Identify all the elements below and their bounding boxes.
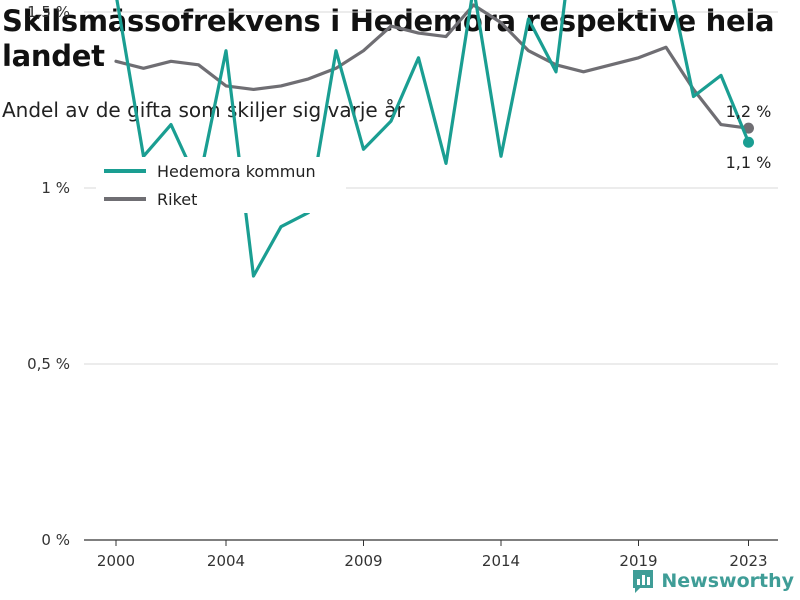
end-point-marker [743, 122, 754, 134]
brand-name: Newsworthy [661, 570, 794, 592]
series-line-0 [115, 0, 751, 278]
x-tick-label: 2019 [619, 552, 657, 570]
chart-title: Skilsmässofrekvens i Hedemora respektive… [2, 4, 775, 73]
legend-background [96, 157, 346, 213]
gridlines [84, 11, 778, 541]
y-axis-ticks: 0 %0,5 %1 %1,5 %2 % [27, 3, 70, 549]
x-tick-label: 2004 [207, 552, 245, 570]
y-tick-label: 1,5 % [27, 3, 70, 21]
x-tick-label: 2000 [97, 552, 135, 570]
series-lines [114, 0, 754, 278]
end-label-hedemora: 1,1 % [726, 153, 772, 172]
chart-subtitle: Andel av de gifta som skiljer sig varje … [2, 98, 405, 122]
y-tick-label: 0,5 % [27, 355, 70, 373]
legend-label: Hedemora kommun [157, 162, 316, 181]
end-point-marker [743, 136, 754, 148]
y-tick-label: 1 % [41, 179, 70, 197]
brand-logo: Newsworthy [631, 568, 794, 594]
x-tick-label: 2023 [729, 552, 767, 570]
x-axis-ticks: 2000 2004 2009 2014 2019 2023 [97, 540, 768, 570]
series-line-1 [114, 3, 751, 130]
legend: Hedemora kommun Riket [96, 157, 346, 213]
y-tick-label: 0 % [41, 531, 70, 549]
bar-chart-logo-icon [633, 570, 654, 593]
legend-label: Riket [157, 190, 197, 209]
end-label-riket: 1,2 % [726, 102, 772, 121]
x-tick-label: 2014 [482, 552, 520, 570]
end-labels: 1,2 % 1,1 % [726, 102, 772, 172]
x-tick-label: 2009 [344, 552, 382, 570]
